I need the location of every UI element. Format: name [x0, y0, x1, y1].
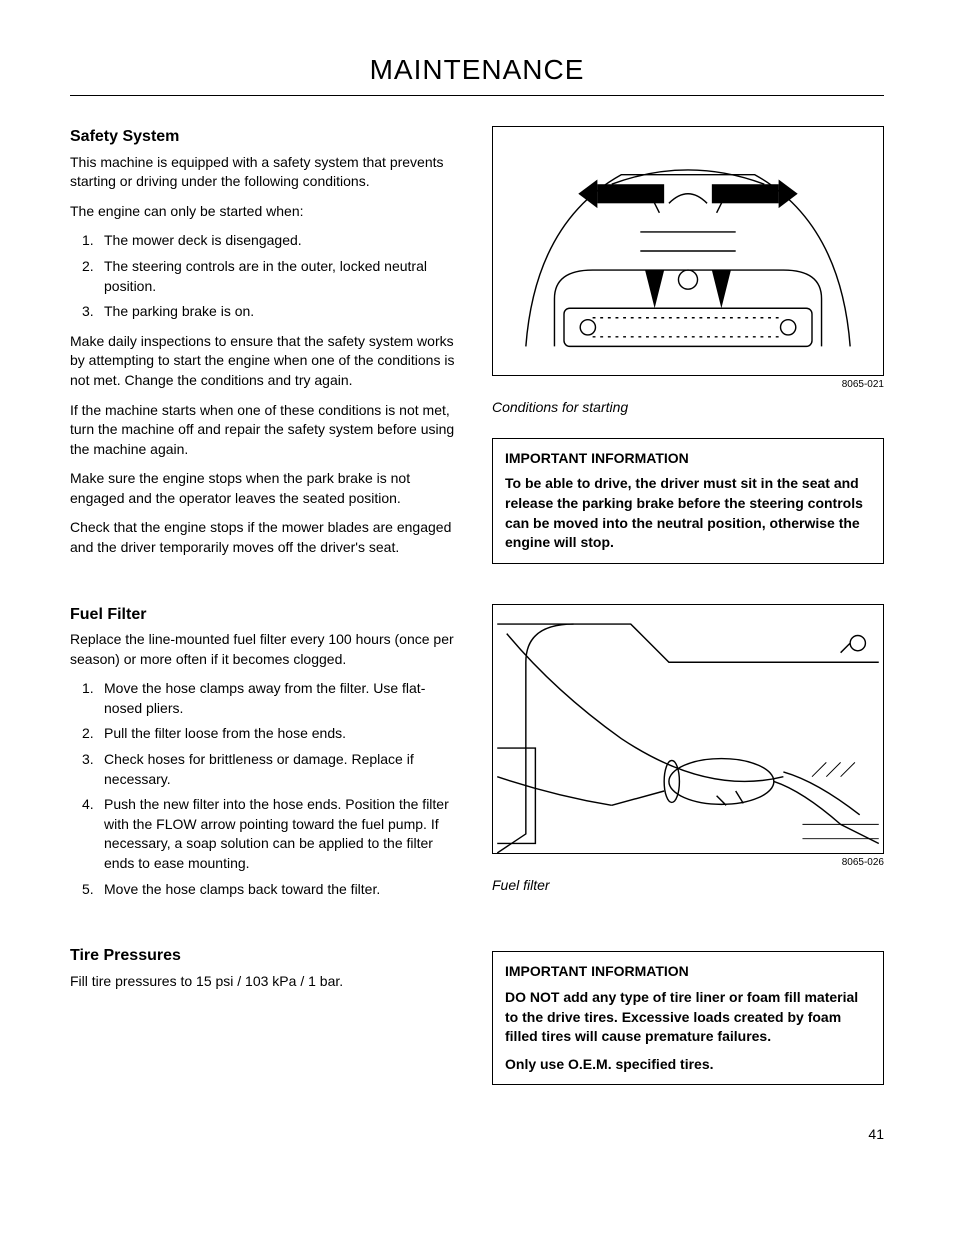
info-title: IMPORTANT INFORMATION: [505, 962, 871, 982]
list-item-text: Pull the filter loose from the hose ends…: [104, 725, 346, 741]
tire-p1: Fill tire pressures to 15 psi / 103 kPa …: [70, 972, 462, 992]
figure-fuel-filter: [492, 604, 884, 854]
page-title: MAINTENANCE: [70, 50, 884, 89]
list-item: 3.The parking brake is on.: [104, 302, 462, 322]
fuel-heading: Fuel Filter: [70, 604, 462, 626]
list-item-text: Move the hose clamps away from the filte…: [104, 680, 425, 716]
left-column: Safety System This machine is equipped w…: [70, 126, 462, 1105]
info-title: IMPORTANT INFORMATION: [505, 449, 871, 469]
list-item-text: Check hoses for brittleness or damage. R…: [104, 751, 414, 787]
title-rule: [70, 95, 884, 96]
figure-id: 8065-021: [492, 378, 884, 392]
info-body: Only use O.E.M. specified tires.: [505, 1055, 871, 1075]
info-body: To be able to drive, the driver must sit…: [505, 474, 871, 552]
figure-caption: Fuel filter: [492, 876, 884, 896]
right-column: 8065-021 Conditions for starting IMPORTA…: [492, 126, 884, 1105]
list-item: 2.The steering controls are in the outer…: [104, 257, 462, 296]
safety-heading: Safety System: [70, 126, 462, 148]
figure-starting-conditions: [492, 126, 884, 376]
list-item: 1.The mower deck is disengaged.: [104, 231, 462, 251]
list-item-text: Move the hose clamps back toward the fil…: [104, 881, 380, 897]
tire-heading: Tire Pressures: [70, 945, 462, 967]
fuel-p1: Replace the line-mounted fuel filter eve…: [70, 630, 462, 669]
mower-diagram-icon: [493, 127, 883, 375]
safety-p6: Check that the engine stops if the mower…: [70, 518, 462, 557]
safety-p3: Make daily inspections to ensure that th…: [70, 332, 462, 391]
two-column-layout: Safety System This machine is equipped w…: [70, 126, 884, 1105]
safety-p1: This machine is equipped with a safety s…: [70, 153, 462, 192]
list-item: 2.Pull the filter loose from the hose en…: [104, 724, 462, 744]
figure-caption: Conditions for starting: [492, 398, 884, 418]
info-box-drive: IMPORTANT INFORMATION To be able to driv…: [492, 438, 884, 564]
fuel-filter-diagram-icon: [493, 605, 883, 853]
page-number: 41: [70, 1125, 884, 1145]
list-item: 5.Move the hose clamps back toward the f…: [104, 880, 462, 900]
list-item: 4.Push the new filter into the hose ends…: [104, 795, 462, 873]
list-item: 1.Move the hose clamps away from the fil…: [104, 679, 462, 718]
safety-p4: If the machine starts when one of these …: [70, 401, 462, 460]
safety-p5: Make sure the engine stops when the park…: [70, 469, 462, 508]
list-item-text: The steering controls are in the outer, …: [104, 258, 427, 294]
safety-list: 1.The mower deck is disengaged. 2.The st…: [70, 231, 462, 321]
info-box-tires: IMPORTANT INFORMATION DO NOT add any typ…: [492, 951, 884, 1085]
list-item-text: Push the new filter into the hose ends. …: [104, 796, 449, 871]
fuel-list: 1.Move the hose clamps away from the fil…: [70, 679, 462, 899]
list-item: 3.Check hoses for brittleness or damage.…: [104, 750, 462, 789]
list-item-text: The mower deck is disengaged.: [104, 232, 302, 248]
list-item-text: The parking brake is on.: [104, 303, 254, 319]
info-body: DO NOT add any type of tire liner or foa…: [505, 988, 871, 1047]
figure-id: 8065-026: [492, 856, 884, 870]
safety-p2: The engine can only be started when:: [70, 202, 462, 222]
